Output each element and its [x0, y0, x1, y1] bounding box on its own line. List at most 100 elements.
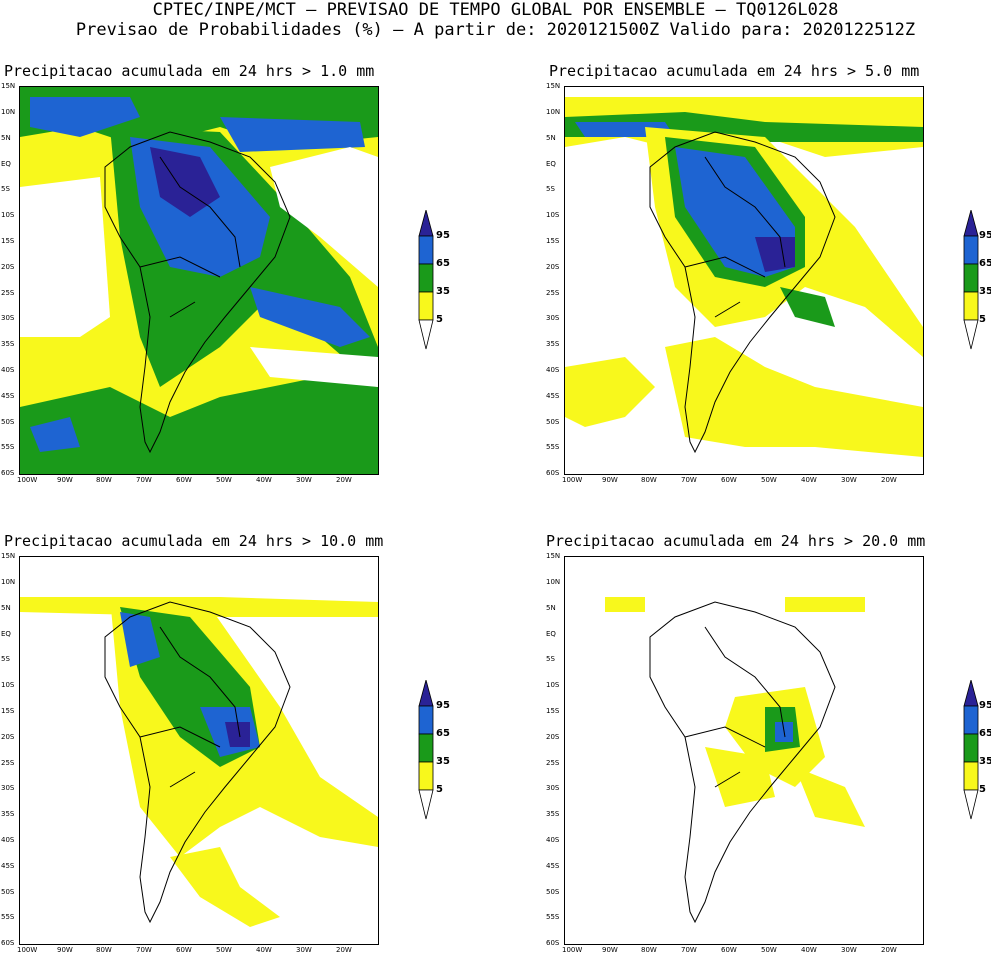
map-canvas	[20, 87, 378, 474]
lat-label: EQ	[1, 160, 11, 168]
probability-fill	[20, 87, 378, 474]
lat-label: 5N	[546, 604, 556, 612]
lat-label: 15N	[546, 552, 561, 560]
lat-label: 15N	[546, 82, 561, 90]
lat-label: 55S	[1, 913, 15, 921]
lat-label: 50S	[546, 418, 560, 426]
lon-label: 70W	[136, 946, 152, 954]
lat-label: 35S	[1, 340, 15, 348]
lat-label: 50S	[1, 888, 15, 896]
probability-fill	[565, 87, 923, 474]
lat-label: 10N	[1, 578, 16, 586]
lon-label: 30W	[841, 476, 857, 484]
lon-label: 50W	[216, 946, 232, 954]
colorbar-label: 65	[436, 728, 450, 739]
lat-label: 25S	[546, 289, 560, 297]
lon-label: 60W	[721, 946, 737, 954]
lat-label: 5N	[1, 134, 11, 142]
colorbar: 95 65 35 5	[418, 678, 450, 824]
lon-label: 40W	[801, 946, 817, 954]
lat-label: 30S	[1, 784, 15, 792]
lon-label: 100W	[17, 946, 38, 954]
colorbar-label: 5	[979, 314, 986, 325]
lat-label: 5S	[546, 655, 555, 663]
lat-label: 50S	[546, 888, 560, 896]
lat-label: 55S	[1, 443, 15, 451]
lat-label: 40S	[546, 836, 560, 844]
lon-label: 90W	[602, 476, 618, 484]
lat-label: 45S	[1, 392, 15, 400]
lon-label: 40W	[256, 946, 272, 954]
colorbar-label: 35	[436, 756, 450, 767]
lon-label: 20W	[336, 946, 352, 954]
lat-label: 35S	[546, 810, 560, 818]
lat-label: 15S	[1, 707, 15, 715]
lon-label: 100W	[562, 476, 583, 484]
lat-label: 35S	[1, 810, 15, 818]
lat-label: 60S	[1, 469, 15, 477]
lat-label: 40S	[1, 366, 15, 374]
panel-title: Precipitacao acumulada em 24 hrs > 10.0 …	[4, 532, 384, 550]
lon-label: 30W	[296, 946, 312, 954]
colorbar-label: 65	[979, 728, 991, 739]
lat-label: 5S	[1, 655, 10, 663]
lon-label: 70W	[681, 946, 697, 954]
lon-label: 80W	[641, 946, 657, 954]
lat-label: 25S	[1, 289, 15, 297]
colorbar-label: 65	[979, 258, 991, 269]
map-frame	[564, 556, 924, 945]
lat-label: 10S	[546, 211, 560, 219]
lat-label: 10N	[546, 108, 561, 116]
lon-label: 40W	[256, 476, 272, 484]
lat-label: 30S	[546, 784, 560, 792]
lat-label: 55S	[546, 913, 560, 921]
colorbar-label: 5	[979, 784, 986, 795]
lat-label: 25S	[1, 759, 15, 767]
coastline	[649, 601, 836, 924]
lat-label: 35S	[546, 340, 560, 348]
lat-label: 20S	[1, 263, 15, 271]
colorbar-swatches	[963, 678, 979, 820]
lon-label: 80W	[641, 476, 657, 484]
probability-fill	[20, 557, 378, 944]
lon-label: 60W	[176, 946, 192, 954]
lat-label: 40S	[546, 366, 560, 374]
lat-label: 10N	[546, 578, 561, 586]
colorbar: 95 65 35 5	[418, 208, 450, 354]
lat-label: 15S	[546, 237, 560, 245]
colorbar-label: 95	[436, 230, 450, 241]
panel-title: Precipitacao acumulada em 24 hrs > 20.0 …	[546, 532, 926, 550]
colorbar-swatches	[418, 678, 434, 820]
lat-label: 60S	[546, 469, 560, 477]
map-frame	[19, 556, 379, 945]
colorbar-label: 35	[979, 756, 991, 767]
panel-title: Precipitacao acumulada em 24 hrs > 5.0 m…	[549, 62, 920, 80]
lon-label: 100W	[17, 476, 38, 484]
coastline	[104, 601, 291, 924]
lat-label: 25S	[546, 759, 560, 767]
colorbar-label: 95	[979, 230, 991, 241]
lat-label: 10S	[1, 681, 15, 689]
probability-fill	[565, 557, 923, 944]
map-frame	[564, 86, 924, 475]
lon-label: 90W	[602, 946, 618, 954]
lon-label: 40W	[801, 476, 817, 484]
lat-label: 55S	[546, 443, 560, 451]
lat-label: 20S	[546, 733, 560, 741]
lat-label: 15S	[546, 707, 560, 715]
lon-label: 60W	[176, 476, 192, 484]
map-canvas	[20, 557, 378, 944]
lon-label: 50W	[761, 476, 777, 484]
lat-label: 10S	[546, 681, 560, 689]
lat-label: 60S	[1, 939, 15, 947]
header-line-2: Previsao de Probabilidades (%) — A parti…	[75, 20, 916, 40]
colorbar-swatches	[418, 208, 434, 350]
map-canvas	[565, 87, 923, 474]
colorbar-swatches	[963, 208, 979, 350]
lon-label: 70W	[136, 476, 152, 484]
lat-label: 30S	[1, 314, 15, 322]
colorbar-label: 95	[979, 700, 991, 711]
lat-label: 50S	[1, 418, 15, 426]
lat-label: 45S	[1, 862, 15, 870]
lon-label: 30W	[296, 476, 312, 484]
